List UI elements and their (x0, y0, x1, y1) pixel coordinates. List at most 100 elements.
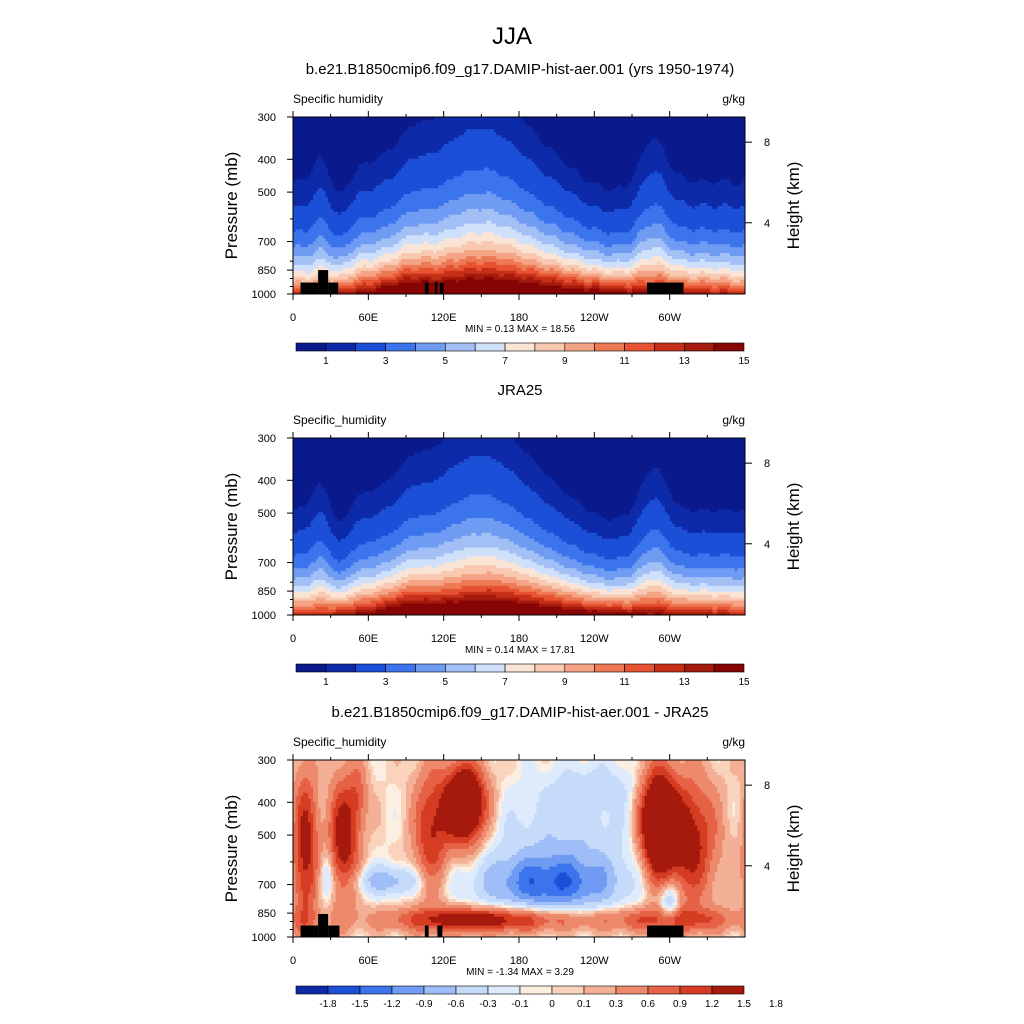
y-axis-title: Pressure (mb) (222, 795, 241, 903)
colorbar-swatch (683, 342, 715, 352)
colorbar-label: -0.6 (447, 999, 465, 1010)
colorbar-swatch (355, 663, 386, 673)
topography-block (318, 270, 329, 294)
colorbar-swatch (654, 342, 685, 352)
colorbar-swatch (654, 663, 685, 673)
colorbar-swatch (583, 985, 617, 995)
longitude-tick-label: 120W (580, 633, 609, 645)
pressure-tick-label: 850 (258, 265, 276, 277)
colorbar-swatch (683, 663, 715, 673)
height-tick-label: 8 (764, 780, 770, 792)
pressure-tick-label: 500 (258, 508, 276, 520)
colorbar-swatch (355, 342, 386, 352)
colorbar-swatch (415, 342, 446, 352)
y2-axis-title: Height (km) (784, 805, 803, 893)
colorbar-swatch (391, 985, 425, 995)
topography-block (647, 282, 684, 294)
colorbar-label: 1 (323, 356, 329, 367)
colorbar-label: 5 (443, 356, 449, 367)
topography-block (300, 282, 319, 294)
y-axis-title: Pressure (mb) (222, 473, 241, 581)
colorbar-swatch (325, 663, 357, 673)
colorbar-swatch (519, 985, 553, 995)
pressure-tick-label: 300 (258, 755, 276, 767)
pressure-tick-label: 500 (258, 187, 276, 199)
panel-1-right-label: g/kg (722, 92, 745, 106)
panel-1-field (293, 117, 746, 295)
colorbar-label: 7 (502, 356, 508, 367)
colorbar-swatch (455, 985, 489, 995)
colorbar-swatch (445, 663, 476, 673)
colorbar-label: 7 (502, 677, 508, 688)
panel-3-field (293, 760, 746, 938)
colorbar-swatch (647, 985, 681, 995)
panel-3-right-label: g/kg (722, 735, 745, 749)
colorbar-label: 0 (549, 999, 555, 1010)
topography-block (647, 925, 684, 937)
colorbar-swatch (295, 663, 327, 673)
colorbar-swatch (295, 985, 329, 995)
colorbar-label: 9 (562, 677, 568, 688)
y2-axis-title: Height (km) (784, 162, 803, 250)
colorbar-label: 1.8 (769, 999, 783, 1010)
colorbar-label: 1.5 (737, 999, 751, 1010)
colorbar-swatch (534, 342, 566, 352)
colorbar-label: 15 (738, 677, 750, 688)
longitude-tick-label: 60E (359, 955, 379, 967)
longitude-tick-label: 0 (290, 955, 296, 967)
longitude-tick-label: 0 (290, 312, 296, 324)
colorbar-swatch (474, 342, 506, 352)
panel-2-field (293, 438, 746, 616)
pressure-tick-label: 400 (258, 475, 276, 487)
pressure-tick-label: 850 (258, 908, 276, 920)
min-max-stats: MIN = 0.13 MAX = 18.56 (465, 324, 575, 335)
longitude-tick-label: 0 (290, 633, 296, 645)
colorbar-label: 3 (383, 356, 389, 367)
longitude-tick-label: 180 (510, 633, 528, 645)
colorbar-swatch (385, 663, 416, 673)
colorbar-label: 9 (562, 356, 568, 367)
height-tick-label: 4 (764, 539, 770, 551)
longitude-tick-label: 60E (359, 633, 379, 645)
panel-3-title: b.e21.B1850cmip6.f09_g17.DAMIP-hist-aer.… (332, 704, 709, 721)
colorbar-swatch (504, 663, 536, 673)
y-axis-title: Pressure (mb) (222, 152, 241, 260)
longitude-tick-label: 60E (359, 312, 379, 324)
pressure-tick-label: 700 (258, 558, 276, 570)
colorbar: 1 3 5 7 9 11 13 15 (295, 342, 750, 367)
colorbar-swatch (564, 342, 595, 352)
figure-title: JJA (492, 23, 532, 50)
longitude-tick-label: 120E (431, 955, 457, 967)
topography-block (439, 282, 444, 294)
pressure-tick-label: 400 (258, 797, 276, 809)
colorbar-label: 11 (619, 677, 630, 688)
colorbar-label: -0.9 (415, 999, 433, 1010)
pressure-tick-label: 500 (258, 830, 276, 842)
colorbar-swatch (359, 985, 393, 995)
colorbar-swatch (487, 985, 521, 995)
colorbar-swatch (594, 663, 625, 673)
colorbar-swatch (415, 663, 446, 673)
pressure-tick-label: 700 (258, 237, 276, 249)
colorbar-swatch (474, 663, 506, 673)
colorbar-label: -0.3 (479, 999, 497, 1010)
longitude-tick-label: 120E (431, 312, 457, 324)
colorbar-label: -1.5 (351, 999, 369, 1010)
panel-1-left-label: Specific humidity (293, 92, 383, 106)
longitude-tick-label: 60W (658, 955, 681, 967)
colorbar-swatch (564, 663, 595, 673)
longitude-tick-label: 60W (658, 312, 681, 324)
pressure-tick-label: 850 (258, 586, 276, 598)
colorbar-label: 13 (679, 677, 691, 688)
topography-block (437, 925, 443, 937)
longitude-tick-label: 180 (510, 312, 528, 324)
pressure-tick-label: 1000 (252, 289, 276, 301)
colorbar-swatch (624, 342, 655, 352)
topography-block (300, 925, 319, 937)
longitude-tick-label: 120W (580, 312, 609, 324)
colorbar-swatch (711, 985, 745, 995)
topography-block (424, 925, 429, 937)
colorbar-label: 0.9 (673, 999, 687, 1010)
colorbar-swatch (423, 985, 457, 995)
